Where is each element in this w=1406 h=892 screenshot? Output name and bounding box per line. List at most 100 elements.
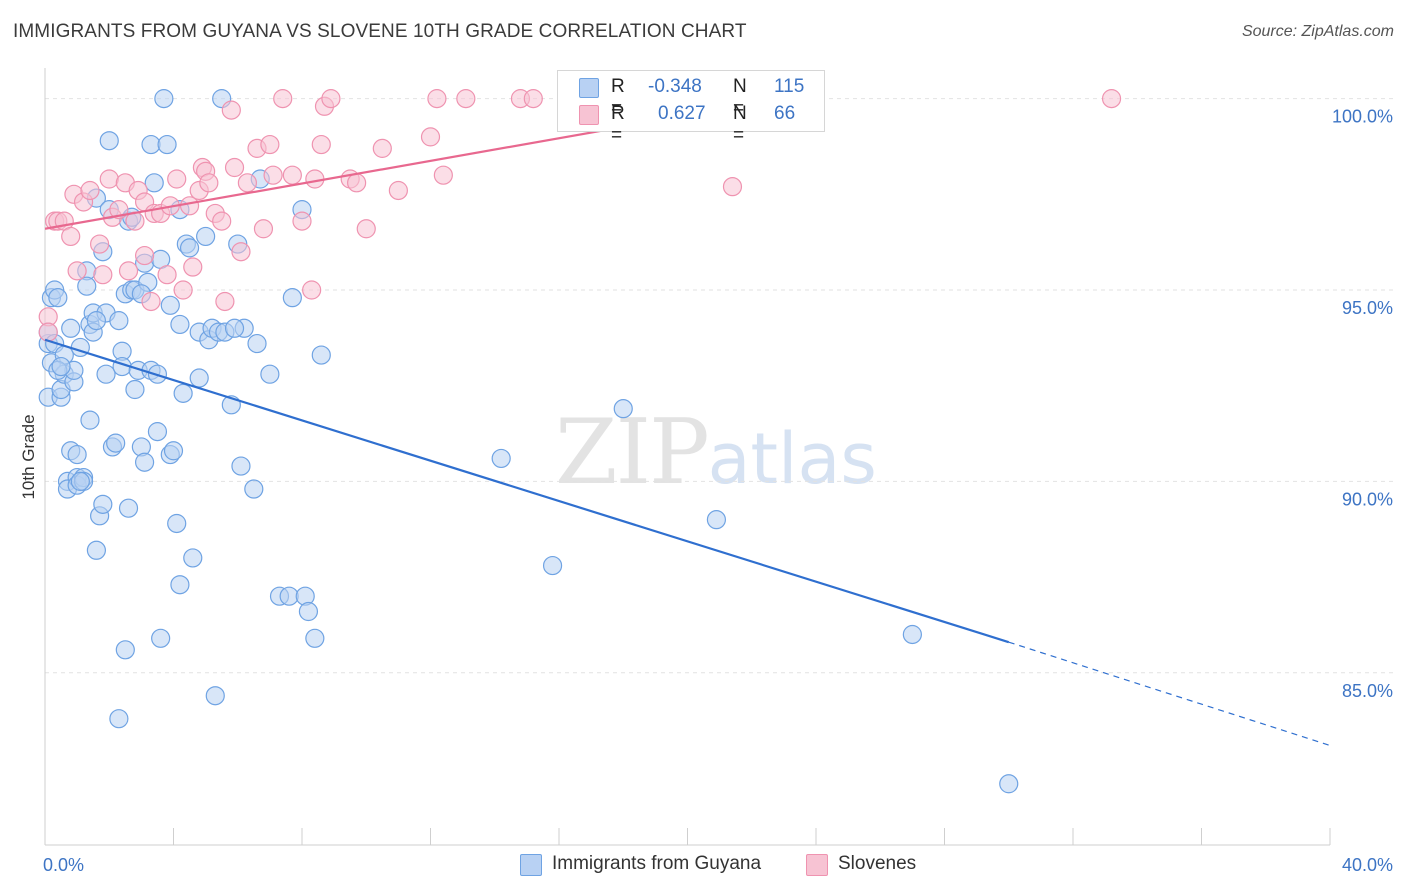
data-point: [279, 586, 299, 606]
watermark-zip: ZIP: [555, 400, 710, 505]
data-point: [247, 333, 267, 354]
data-point: [311, 134, 331, 155]
data-point: [1101, 89, 1122, 109]
data-point: [106, 433, 126, 453]
data-point: [347, 173, 367, 193]
legend-r-label: R =: [611, 103, 625, 146]
legend-n-label: N =: [733, 103, 747, 146]
bottom-legend-swatch-pink: [806, 854, 828, 876]
trendlines: [44, 97, 1331, 747]
legend-r-value: 0.627: [658, 103, 706, 124]
data-point: [542, 555, 563, 576]
data-point: [170, 314, 190, 335]
data-point: [282, 165, 302, 185]
data-point: [388, 180, 408, 201]
bottom-legend-label-slovenes: Slovenes: [838, 853, 917, 874]
data-point: [86, 540, 107, 560]
data-point: [115, 640, 135, 660]
data-point: [302, 280, 322, 300]
data-point: [999, 774, 1019, 794]
data-point: [157, 265, 177, 285]
y-axis-label: 10th Grade: [19, 414, 38, 499]
legend-swatch-blue: [579, 78, 599, 98]
data-point: [433, 165, 453, 185]
bottom-legend-swatch-blue: [520, 854, 542, 876]
data-point: [109, 709, 129, 729]
legend-n-value: 115: [774, 76, 805, 97]
data-point: [134, 452, 155, 472]
data-point: [67, 444, 87, 465]
data-point: [144, 173, 164, 193]
trendline-guyana-extension: [1008, 641, 1331, 747]
data-point: [163, 441, 184, 461]
data-point: [722, 177, 743, 197]
data-point: [311, 345, 331, 365]
data-point: [196, 226, 216, 247]
series-guyana-points: [38, 89, 1019, 794]
x-ticks: [44, 828, 1331, 845]
data-point: [244, 479, 264, 499]
data-point: [902, 624, 922, 645]
y-tick-label: 90.0%: [1342, 489, 1393, 509]
chart-source: Source: ZipAtlas.com: [1241, 23, 1394, 40]
y-tick-label: 100.0%: [1332, 107, 1393, 127]
data-point: [38, 322, 58, 342]
data-point: [167, 169, 187, 189]
data-point: [93, 494, 113, 514]
data-point: [51, 356, 71, 377]
data-point: [61, 226, 81, 247]
data-point: [237, 173, 257, 193]
data-point: [173, 383, 193, 403]
legend: R = -0.348 N = 115 R = 0.627 N = 66: [557, 70, 825, 146]
data-point: [157, 134, 177, 155]
data-point: [48, 288, 68, 308]
data-point: [273, 89, 293, 109]
data-point: [141, 291, 161, 312]
x-tick-label-max: 40.0%: [1342, 855, 1393, 875]
data-point: [99, 131, 119, 151]
data-point: [141, 134, 161, 155]
data-point: [292, 211, 312, 231]
data-point: [305, 628, 325, 648]
data-point: [356, 219, 376, 239]
data-point: [80, 180, 100, 201]
data-point: [224, 318, 245, 338]
data-point: [260, 364, 280, 384]
legend-r-label: R =: [611, 76, 625, 119]
y-tick-labels: 85.0% 90.0% 95.0% 100.0%: [1332, 107, 1393, 701]
data-point: [109, 311, 129, 331]
legend-n-label: N =: [733, 76, 747, 119]
data-point: [221, 100, 241, 120]
data-point: [93, 265, 113, 285]
data-point: [61, 318, 81, 338]
data-point: [427, 89, 447, 109]
data-point: [179, 196, 200, 216]
data-point: [321, 89, 341, 109]
data-point: [118, 261, 139, 281]
y-tick-label: 95.0%: [1342, 298, 1393, 318]
data-point: [167, 513, 187, 534]
data-point: [90, 234, 110, 254]
data-point: [298, 601, 319, 622]
axes: [44, 68, 1330, 846]
data-point: [147, 422, 168, 442]
data-point: [491, 448, 511, 469]
data-point: [456, 89, 476, 109]
legend-r-value: -0.348: [648, 76, 702, 97]
data-point: [183, 548, 203, 568]
data-point: [118, 498, 139, 518]
data-point: [260, 134, 280, 155]
data-point: [212, 211, 232, 231]
chart-title: IMMIGRANTS FROM GUYANA VS SLOVENE 10TH G…: [13, 21, 747, 42]
data-point: [199, 173, 219, 193]
legend-swatch-pink: [579, 105, 599, 125]
watermark-atlas: atlas: [707, 418, 877, 500]
data-point: [125, 379, 145, 400]
data-point: [231, 456, 251, 476]
data-point: [706, 510, 727, 530]
y-tick-label: 85.0%: [1342, 681, 1393, 701]
data-point: [170, 575, 190, 595]
data-point: [77, 276, 97, 296]
legend-n-value: 66: [774, 103, 796, 124]
